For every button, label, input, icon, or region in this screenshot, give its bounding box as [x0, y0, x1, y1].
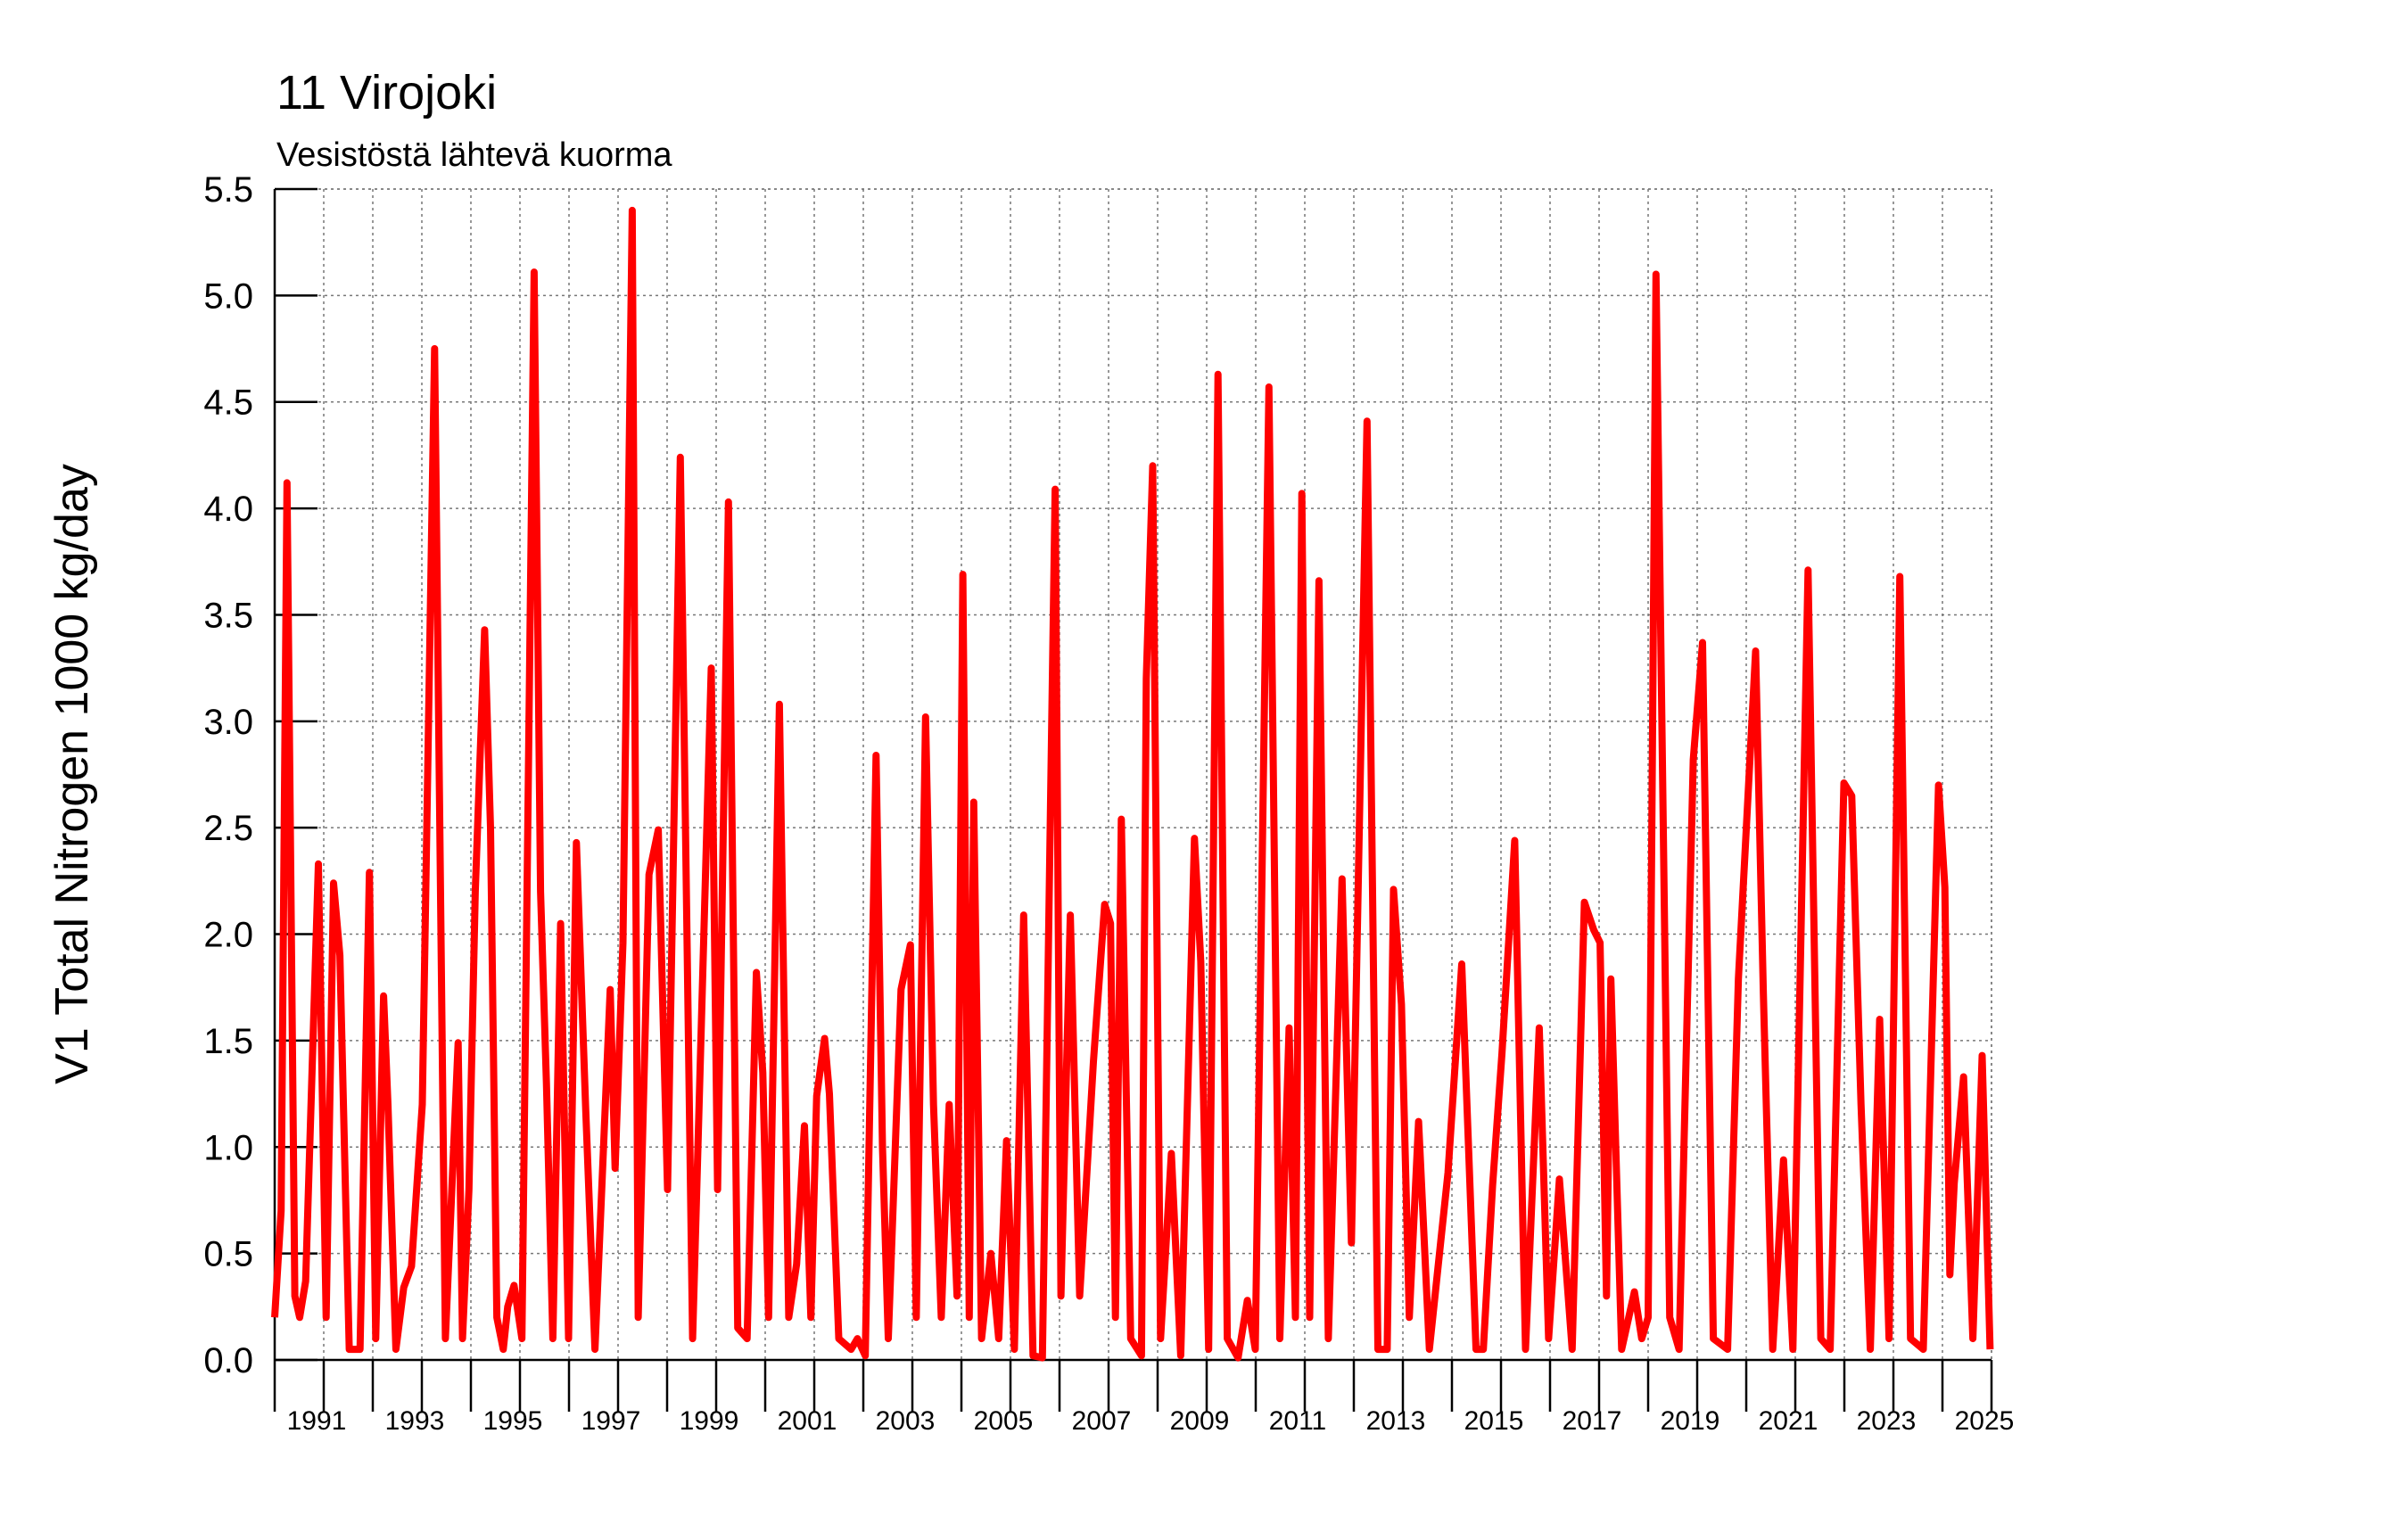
- x-tick-label: 2015: [1464, 1406, 1524, 1436]
- y-tick-label: 3.0: [203, 703, 253, 742]
- x-tick-label: 2011: [1269, 1406, 1327, 1436]
- chart-title: 11 Virojoki: [276, 66, 497, 119]
- x-tick-label: 2005: [974, 1406, 1034, 1436]
- y-tick-label: 3.5: [203, 596, 253, 635]
- x-tick-label: 2013: [1366, 1406, 1426, 1436]
- y-tick-label: 2.0: [203, 916, 253, 955]
- data-line: [271, 206, 1994, 1362]
- y-tick-label: 5.5: [203, 170, 253, 210]
- y-tick-label: 4.0: [203, 490, 253, 529]
- x-tick-label: 2009: [1170, 1406, 1230, 1436]
- x-tick-label: 2021: [1759, 1406, 1818, 1436]
- x-tick-label: 2019: [1661, 1406, 1720, 1436]
- y-axis-label: V1 Total Nitrogen 1000 kg/day: [46, 464, 98, 1084]
- x-tick-label: 2017: [1563, 1406, 1622, 1436]
- x-tick-label: 2023: [1857, 1406, 1917, 1436]
- y-tick-label: 5.0: [203, 276, 253, 316]
- chart-subtitle: Vesistöstä lähtevä kuorma: [276, 136, 672, 174]
- x-tick-label: 1997: [581, 1406, 641, 1436]
- y-tick-label: 2.5: [203, 809, 253, 848]
- x-tick-label: 2007: [1072, 1406, 1132, 1436]
- x-tick-label: 2003: [876, 1406, 936, 1436]
- x-tick-label: 1995: [483, 1406, 543, 1436]
- x-tick-label: 2001: [778, 1406, 837, 1436]
- x-tick-label: 1993: [385, 1406, 445, 1436]
- y-tick-label: 0.5: [203, 1235, 253, 1274]
- x-tick-label: 2025: [1955, 1406, 2015, 1436]
- y-tick-label: 0.0: [203, 1341, 253, 1380]
- y-tick-label: 4.5: [203, 383, 253, 423]
- x-tick-label: 1999: [680, 1406, 739, 1436]
- y-tick-label: 1.0: [203, 1128, 253, 1167]
- y-tick-label: 1.5: [203, 1022, 253, 1061]
- x-tick-label: 1991: [287, 1406, 347, 1436]
